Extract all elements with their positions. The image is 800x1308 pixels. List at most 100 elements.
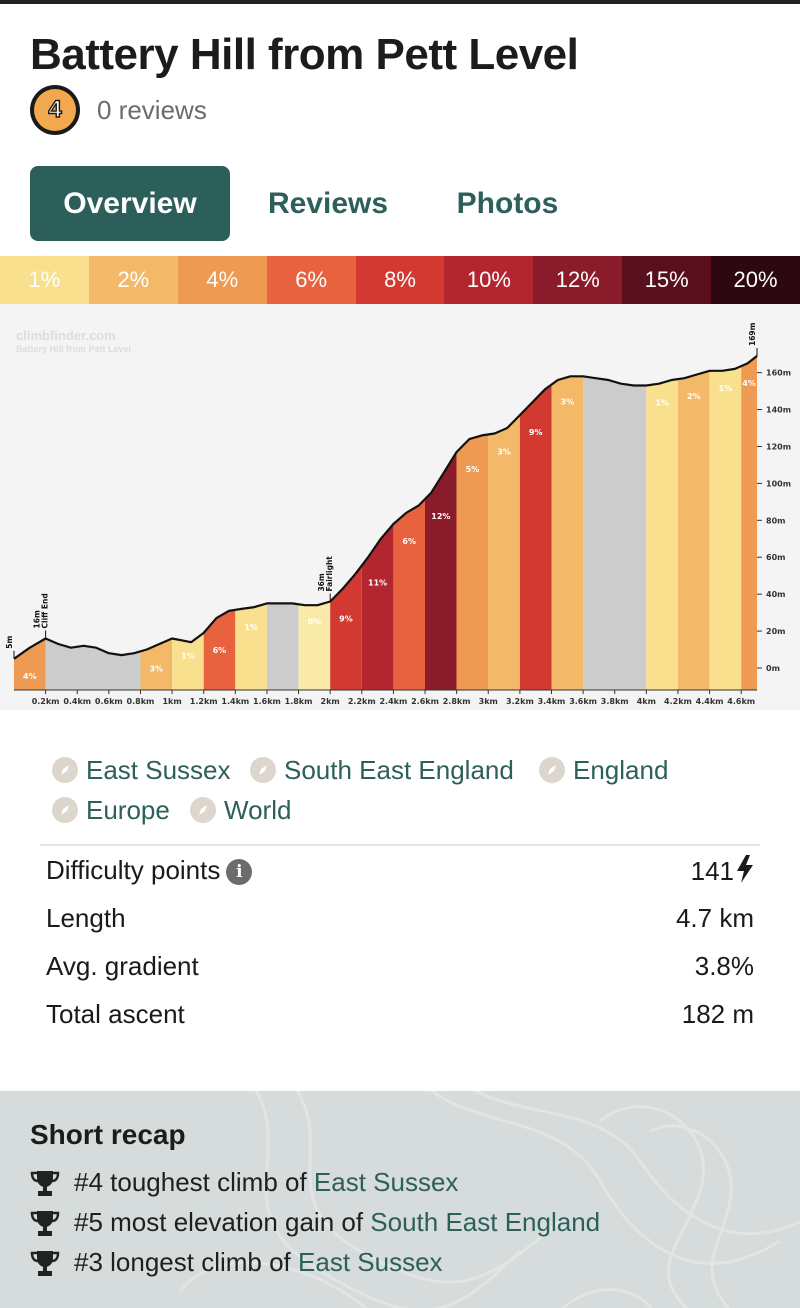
gradient-segment	[425, 452, 457, 690]
y-axis-tick-label: 0m	[766, 664, 780, 673]
top-border	[0, 0, 800, 4]
x-axis-tick-label: 1.2km	[190, 697, 218, 706]
segment-gradient-label: 3%	[149, 664, 163, 673]
segment-gradient-label: 2%	[687, 392, 701, 401]
gradient-segment	[45, 638, 141, 690]
recap-link-south-east-england[interactable]: South East England	[370, 1207, 601, 1237]
location-link-world[interactable]: World	[190, 793, 291, 827]
tab-overview[interactable]: Overview	[30, 166, 230, 241]
location-link-south-east-england[interactable]: South East England	[250, 753, 514, 787]
trophy-icon	[30, 1211, 60, 1236]
gradient-segment	[14, 638, 46, 690]
segment-gradient-label: 1%	[719, 384, 733, 393]
x-axis-tick-label: 2.2km	[348, 697, 376, 706]
x-axis-tick-label: 1.4km	[221, 697, 249, 706]
stat-value-avg-gradient: 3.8%	[694, 951, 754, 981]
y-axis-tick-label: 20m	[766, 627, 785, 636]
gradient-segment	[172, 632, 204, 690]
gradient-segment	[583, 376, 647, 690]
x-axis-tick-label: 4.2km	[664, 697, 692, 706]
segment-gradient-label: 6%	[213, 646, 227, 655]
recap-item: #3 longest climb of East Sussex	[30, 1247, 443, 1278]
divider	[40, 844, 760, 846]
gradient-segment	[519, 384, 552, 690]
segment-gradient-label: 11%	[368, 579, 387, 588]
lightning-bolt-icon	[737, 855, 753, 883]
location-link-england[interactable]: England	[539, 753, 668, 787]
compass-icon	[190, 797, 216, 823]
legend-item: 2%	[88, 256, 178, 304]
waypoint-marker: 169m	[748, 322, 758, 356]
recap-title: Short recap	[30, 1119, 186, 1150]
segment-gradient-label: 12%	[431, 512, 450, 521]
stat-label-difficulty: Difficulty points i	[46, 855, 253, 886]
elevation-profile-chart: climbfinder.com Battery Hill from Pett Le…	[0, 304, 800, 710]
y-axis-tick-label: 80m	[766, 516, 785, 525]
waypoint-label: 16m	[33, 610, 42, 628]
legend-item: 4%	[177, 256, 267, 304]
chart-watermark-subtitle: Battery Hill from Pett Level	[16, 344, 131, 354]
rating-badge-number: 4	[48, 95, 63, 123]
gradient-segment	[203, 609, 236, 690]
waypoint-label: Cliff End	[41, 593, 50, 628]
recap-item: #5 most elevation gain of South East Eng…	[30, 1207, 600, 1238]
segment-gradient-label: 9%	[529, 428, 543, 437]
tab-photos[interactable]: Photos	[456, 187, 559, 220]
stat-value-total-ascent: 182 m	[681, 999, 754, 1029]
compass-icon	[539, 757, 565, 783]
x-axis-tick-label: 3km	[479, 697, 498, 706]
elevation-profile-line	[13, 355, 758, 660]
segment-gradient-label: 0%	[308, 617, 322, 626]
legend-item: 1%	[0, 256, 89, 304]
y-axis-tick-label: 120m	[766, 442, 791, 451]
recap-link-east-sussex[interactable]: East Sussex	[298, 1247, 443, 1277]
location-link-east-sussex[interactable]: East Sussex	[52, 753, 231, 787]
stat-label-avg-gradient: Avg. gradient	[46, 951, 199, 981]
gradient-segment	[488, 415, 520, 690]
gradient-legend: 1% 2% 4% 6% 8% 10% 12% 15% 20%	[0, 256, 800, 304]
gradient-segment	[456, 434, 489, 690]
x-axis-tick-label: 2km	[321, 697, 340, 706]
x-axis-tick-label: 0.4km	[63, 697, 91, 706]
segment-gradient-label: 3%	[497, 447, 511, 456]
climb-info-card: East Sussex South East England England E…	[30, 729, 770, 1052]
waypoint-label: 36m	[317, 573, 326, 591]
y-axis-tick-label: 60m	[766, 553, 785, 562]
legend-item: 10%	[444, 256, 534, 304]
location-link-europe[interactable]: Europe	[52, 793, 170, 827]
x-axis-tick-label: 2.4km	[379, 697, 407, 706]
x-axis-tick-label: 3.6km	[569, 697, 597, 706]
gradient-segment	[709, 366, 742, 690]
tab-reviews[interactable]: Reviews	[267, 187, 389, 220]
x-axis-tick-label: 3.4km	[538, 697, 566, 706]
gradient-segment	[330, 565, 362, 690]
legend-item: 8%	[355, 256, 445, 304]
short-recap-section: Short recap #4 toughest climb of East Su…	[0, 1091, 800, 1308]
x-axis-tick-label: 4.6km	[727, 697, 755, 706]
x-axis-tick-label: 4.4km	[696, 697, 724, 706]
segment-gradient-label: 4%	[742, 379, 756, 388]
gradient-segment	[266, 603, 299, 690]
segment-gradient-label: 5%	[466, 465, 480, 474]
stat-value-length: 4.7 km	[675, 903, 754, 933]
recap-link-east-sussex[interactable]: East Sussex	[313, 1167, 459, 1197]
x-axis-tick-label: 2.8km	[443, 697, 471, 706]
waypoint-marker: 5m	[5, 636, 15, 659]
x-axis-tick-label: 1.6km	[253, 697, 281, 706]
legend-item: 20%	[711, 256, 800, 304]
x-axis-tick-label: 3.8km	[601, 697, 629, 706]
gradient-segment	[393, 499, 425, 690]
rating-badge: 4	[30, 85, 80, 135]
segment-gradient-label: 1%	[181, 651, 195, 660]
recap-item: #4 toughest climb of East Sussex	[30, 1167, 458, 1198]
waypoint-label: 169m	[748, 322, 757, 346]
gradient-segment	[551, 376, 584, 690]
segment-gradient-label: 1%	[244, 623, 258, 632]
page-title: Battery Hill from Pett Level	[30, 30, 579, 79]
info-icon[interactable]: i	[226, 859, 253, 885]
legend-item: 15%	[622, 256, 712, 304]
x-axis-tick-label: 3.2km	[506, 697, 534, 706]
stat-label-length: Length	[46, 903, 126, 933]
legend-item: 12%	[533, 256, 623, 304]
